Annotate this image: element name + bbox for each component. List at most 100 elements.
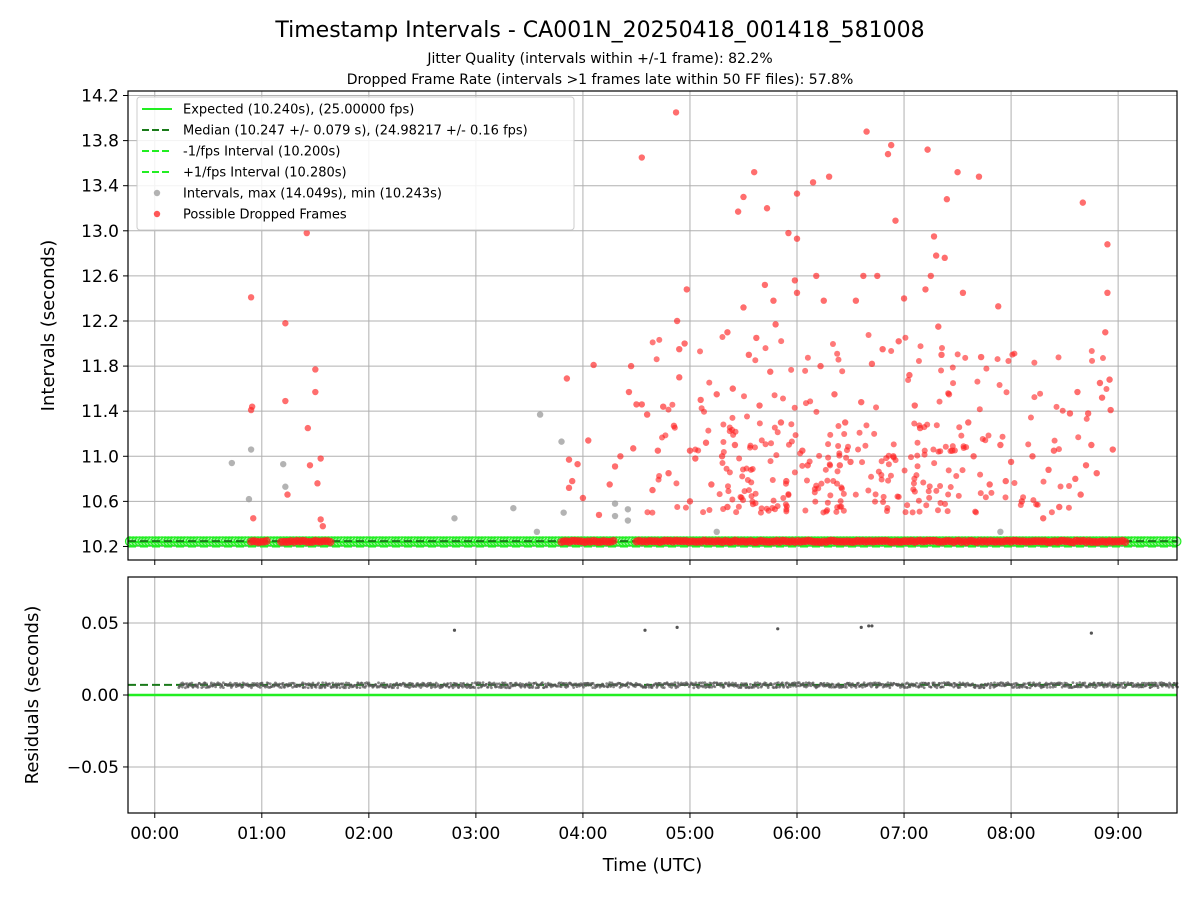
dropped-frame-point xyxy=(902,334,909,341)
residual-point xyxy=(1101,684,1105,688)
residual-point xyxy=(924,681,927,685)
dropped-frame-point xyxy=(942,501,949,508)
residual-point xyxy=(377,681,380,685)
dropped-frame-point xyxy=(793,289,801,297)
residual-point xyxy=(799,682,803,686)
dropped-frame-point xyxy=(791,469,798,476)
residual-point xyxy=(1032,681,1035,685)
residual-point xyxy=(647,683,651,687)
dropped-baseline-point xyxy=(262,536,271,545)
dropped-frame-point xyxy=(762,345,769,352)
dropped-frame-point xyxy=(995,303,1002,310)
residual-point xyxy=(278,682,281,686)
residual-point xyxy=(545,685,549,689)
dropped-frame-point xyxy=(773,452,780,459)
residual-point xyxy=(1165,683,1169,687)
dropped-frame-point xyxy=(638,154,645,161)
dropped-frame-point xyxy=(682,504,689,511)
residual-point xyxy=(1079,685,1083,689)
dropped-frame-point xyxy=(729,385,736,392)
residual-point xyxy=(181,685,184,689)
dropped-frame-point xyxy=(914,463,921,470)
residual-point xyxy=(582,685,585,689)
time-xtick-label-3: 03:00 xyxy=(451,824,500,844)
dropped-baseline-markers xyxy=(247,536,1130,547)
dropped-frame-point xyxy=(590,361,597,369)
dropped-frame-point xyxy=(965,419,972,426)
dropped-frame-point xyxy=(822,466,829,473)
residual-point xyxy=(1103,682,1107,686)
residual-point xyxy=(1156,684,1159,688)
residual-point xyxy=(685,682,689,686)
dropped-frame-point xyxy=(834,480,841,487)
residual-point xyxy=(773,682,777,686)
residual-point xyxy=(221,686,225,690)
residual-point xyxy=(766,686,770,689)
dropped-frame-point xyxy=(769,505,776,512)
legend-entry-2: -1/fps Interval (10.200s) xyxy=(142,145,340,160)
dropped-frame-point xyxy=(932,252,940,259)
residual-point xyxy=(434,685,438,688)
dropped-frame-point xyxy=(726,428,733,435)
residual-point xyxy=(289,684,292,687)
residual-point xyxy=(477,686,480,690)
residual-point xyxy=(414,685,418,688)
dropped-frame-point xyxy=(701,408,708,415)
residual-point xyxy=(1042,685,1046,688)
dropped-frame-point xyxy=(816,452,823,459)
residual-point xyxy=(207,685,211,689)
residual-point xyxy=(756,681,760,685)
residual-point xyxy=(1100,681,1104,685)
residual-point xyxy=(481,681,485,685)
residual-point xyxy=(331,681,335,685)
dropped-frame-point xyxy=(700,509,707,516)
dropped-frame-point xyxy=(905,376,912,383)
residuals-panel: −0.050.000.05 00:00 01:00 02:00 03:00 04:00 0… xyxy=(22,576,1180,876)
residual-point xyxy=(1015,682,1019,686)
residual-point xyxy=(988,686,992,690)
dropped-frame-point xyxy=(977,353,985,361)
residual-point xyxy=(892,682,895,685)
residual-point xyxy=(300,682,304,686)
dropped-frame-point xyxy=(902,509,909,516)
dropped-frame-point xyxy=(739,473,746,480)
dropped-frame-point xyxy=(930,233,938,240)
dropped-frame-point xyxy=(644,509,651,516)
residuals-ytick-label-0: −0.05 xyxy=(67,758,119,778)
intervals-ytick-label-6: 12.6 xyxy=(81,267,119,287)
dropped-frame-point xyxy=(655,476,662,483)
dropped-frame-point xyxy=(672,109,680,116)
dropped-frame-point xyxy=(674,503,681,510)
dropped-frame-point xyxy=(643,411,651,418)
dropped-frame-point xyxy=(804,462,811,469)
dropped-frame-point xyxy=(901,467,908,474)
residual-point xyxy=(270,685,273,689)
dropped-frame-point xyxy=(1055,446,1062,453)
dropped-frame-point xyxy=(1011,350,1018,357)
dropped-frame-point xyxy=(1033,501,1040,508)
chart-subtitle-dropped: Dropped Frame Rate (intervals >1 frames … xyxy=(347,72,854,88)
dropped-frame-point xyxy=(916,424,924,432)
dropped-frame-point xyxy=(783,477,790,485)
dropped-frame-point xyxy=(884,150,892,158)
dropped-frame-point xyxy=(977,471,984,478)
dropped-frame-point xyxy=(835,356,842,363)
dropped-frame-point xyxy=(874,272,881,280)
dropped-frame-point xyxy=(926,483,933,490)
dropped-frame-point xyxy=(834,468,841,475)
residual-point xyxy=(652,683,656,687)
dropped-frame-point xyxy=(1007,458,1015,466)
residual-point xyxy=(1110,685,1114,689)
dropped-frame-point xyxy=(282,397,289,405)
residual-outlier-points xyxy=(452,624,1093,635)
dropped-frame-point xyxy=(911,402,918,409)
residual-point xyxy=(817,684,821,688)
dropped-frame-point xyxy=(312,388,319,396)
dropped-frame-point xyxy=(838,485,845,492)
residual-point xyxy=(739,685,742,689)
dropped-frame-point xyxy=(777,419,785,426)
interval-point xyxy=(558,438,565,445)
residual-point xyxy=(268,682,272,686)
dropped-frame-point xyxy=(803,477,810,484)
dropped-frame-point xyxy=(1039,515,1047,522)
